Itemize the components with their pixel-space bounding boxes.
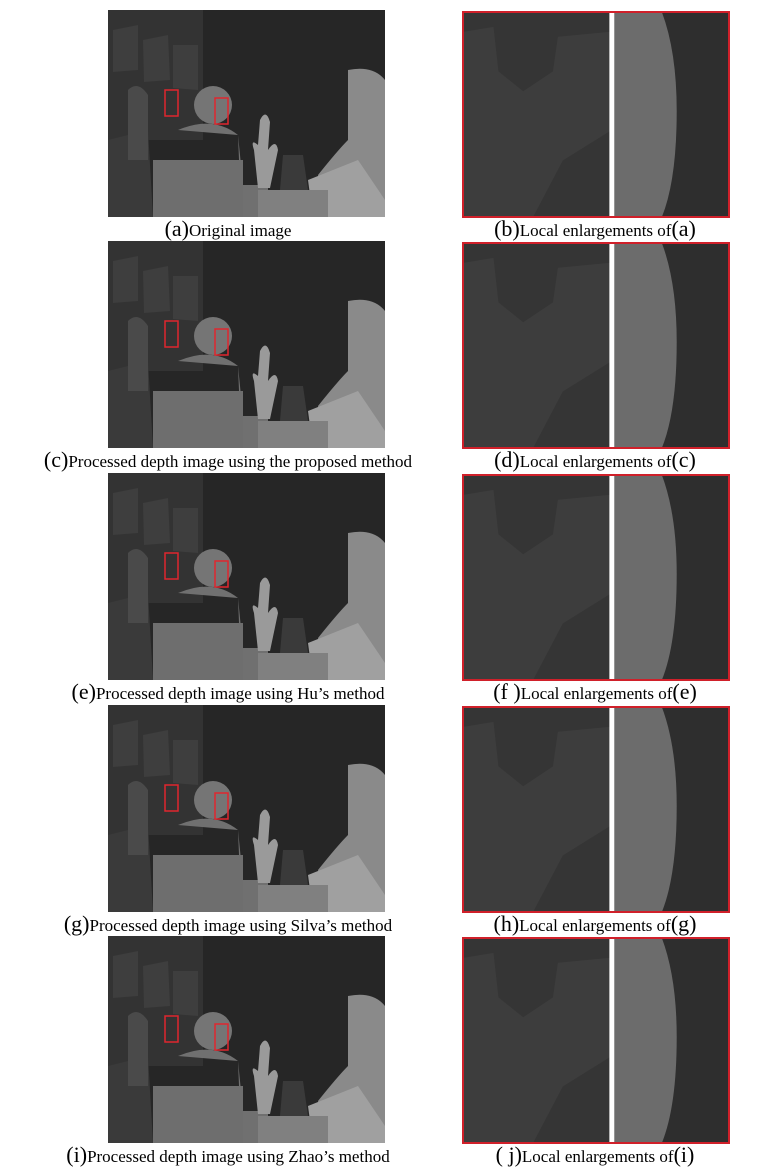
caption-text: Local enlargements of xyxy=(522,1147,674,1166)
caption-label: (e) xyxy=(72,679,96,704)
caption-label: (i) xyxy=(66,1142,87,1167)
enlarged-image xyxy=(464,12,728,217)
caption-ref: (e) xyxy=(672,679,696,704)
page: (a)Original image(b)Local enlargements o… xyxy=(0,0,758,1169)
caption: (f )Local enlargements of(e) xyxy=(493,679,697,704)
figure: (a)Original image(b)Local enlargements o… xyxy=(0,0,758,1169)
enlarged-image xyxy=(464,475,728,680)
caption-text: Processed depth image using Zhao’s metho… xyxy=(87,1147,390,1166)
caption-text: Processed depth image using Hu’s method xyxy=(96,684,385,703)
depth-image xyxy=(108,241,385,448)
caption-ref: (a) xyxy=(671,216,695,241)
depth-image xyxy=(108,473,385,680)
caption-text: Local enlargements of xyxy=(520,221,672,240)
caption-label: ( j) xyxy=(496,1142,522,1167)
caption: (a)Original image xyxy=(165,216,292,241)
caption: (c)Processed depth image using the propo… xyxy=(44,447,413,472)
caption-label: (c) xyxy=(44,447,68,472)
caption: (i)Processed depth image using Zhao’s me… xyxy=(66,1142,390,1167)
caption-label: (a) xyxy=(165,216,189,241)
depth-image xyxy=(108,10,385,217)
caption-label: (g) xyxy=(64,911,90,936)
caption-text: Processed depth image using Silva’s meth… xyxy=(90,916,393,935)
caption: (b)Local enlargements of(a) xyxy=(494,216,696,241)
caption-text: Local enlargements of xyxy=(519,916,671,935)
caption-label: (d) xyxy=(494,447,520,472)
caption: (d)Local enlargements of(c) xyxy=(494,447,696,472)
caption: (h)Local enlargements of(g) xyxy=(494,911,697,936)
caption-label: (b) xyxy=(494,216,520,241)
caption-text: Processed depth image using the proposed… xyxy=(68,452,412,471)
caption: (e)Processed depth image using Hu’s meth… xyxy=(72,679,385,704)
enlarged-image xyxy=(464,243,728,448)
caption: ( j)Local enlargements of(i) xyxy=(496,1142,695,1167)
caption: (g)Processed depth image using Silva’s m… xyxy=(64,911,393,936)
caption-ref: (c) xyxy=(671,447,695,472)
caption-label: (h) xyxy=(494,911,520,936)
caption-text: Local enlargements of xyxy=(521,684,673,703)
caption-text: Original image xyxy=(189,221,291,240)
caption-ref: (i) xyxy=(674,1142,695,1167)
caption-label: (f ) xyxy=(493,679,520,704)
caption-ref: (g) xyxy=(671,911,697,936)
enlarged-image xyxy=(464,938,728,1143)
caption-text: Local enlargements of xyxy=(520,452,672,471)
depth-image xyxy=(108,705,385,912)
depth-image xyxy=(108,936,385,1143)
enlarged-image xyxy=(464,707,728,912)
